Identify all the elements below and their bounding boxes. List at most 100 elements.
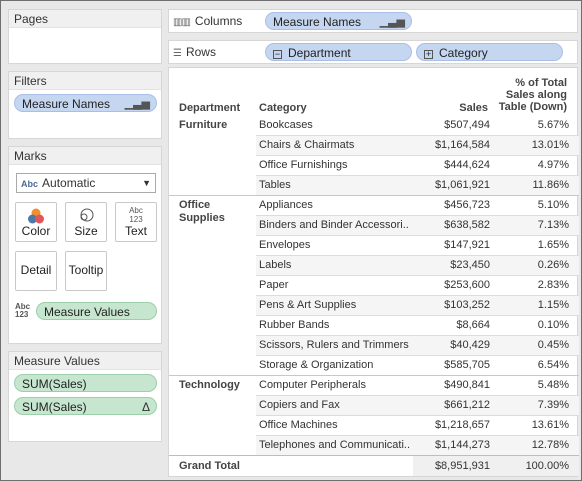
detail-label: Detail [20,263,52,277]
category-cell: Chairs & Chairmats [259,139,355,151]
department-label[interactable]: Office Supplies [179,199,225,225]
sales-cell: $1,218,657 [434,419,490,431]
rows-shelf-label: ☰ Rows [173,41,216,65]
pct-total-cell: 7.13% [537,219,569,231]
measure-value-label-1: SUM(Sales) [22,377,87,391]
row-divider [256,275,579,276]
row-divider [256,175,579,176]
header-category[interactable]: Category [259,102,307,114]
row-band [256,135,579,155]
row-divider [256,255,579,256]
sales-cell: $1,164,584 [434,139,490,151]
measure-value-pill-1[interactable]: SUM(Sales) [14,374,157,392]
pct-total-cell: 0.26% [537,259,569,271]
text-button[interactable]: Abc 123 Text [115,202,157,242]
row-divider [256,235,579,236]
header-pct-line2: Sales along [505,89,567,101]
header-sales[interactable]: Sales [459,102,488,114]
sales-cell: $103,252 [444,299,490,311]
mark-type-select[interactable]: Abc Automatic ▼ [16,173,156,193]
filter-icon: ▁▃▅ [124,98,150,110]
table-row[interactable]: Scissors, Rulers and Trimmers $40,429 0.45… [169,335,579,355]
category-cell: Paper [259,279,289,291]
tooltip-button[interactable]: Tooltip [65,251,107,291]
grand-total-row: Grand Total $8,951,931 100.00% [169,456,579,476]
table-row[interactable]: Office Machines $1,218,657 13.61% [169,415,579,435]
table-row[interactable]: Paper $253,600 2.83% [169,275,579,295]
table-row[interactable]: Appliances $456,723 5.10% [169,195,579,215]
rows-department-pill[interactable]: − Department [265,43,412,61]
text-icon-line1: Abc [129,206,143,215]
filters-card: Filters Measure Names ▁▃▅ [8,71,162,139]
sort-icon: ▁▃▅ [379,16,405,28]
header-department[interactable]: Department [179,102,241,114]
pct-total-cell: 13.61% [531,419,569,431]
category-cell: Telephones and Communicati.. [259,439,411,451]
crosstab-view: Department Category Sales % of Total Sal… [168,67,579,477]
row-divider [256,335,579,336]
row-band [256,295,579,315]
chevron-down-icon: ▼ [142,178,151,188]
columns-measure-names-pill[interactable]: Measure Names ▁▃▅ [265,12,412,30]
grid-icon: ▥▥ [173,17,191,28]
table-row[interactable]: Copiers and Fax $661,212 7.39% [169,395,579,415]
detail-button[interactable]: Detail [15,251,57,291]
table-row[interactable]: Binders and Binder Accessori.. $638,582 7.… [169,215,579,235]
sales-cell: $585,705 [444,359,490,371]
marks-title: Marks [9,147,161,165]
department-label-line1: Technology [179,379,240,391]
department-label[interactable]: Furniture [179,119,227,132]
size-button[interactable]: Size [65,202,107,242]
table-row[interactable]: Chairs & Chairmats $1,164,584 13.01% [169,135,579,155]
rows-grid-icon: ☰ [173,48,182,59]
table-row[interactable]: Pens & Art Supplies $103,252 1.15% [169,295,579,315]
filter-measure-names-pill[interactable]: Measure Names ▁▃▅ [14,94,157,112]
row-divider [256,155,579,156]
measure-values-card: Measure Values SUM(Sales) SUM(Sales) Δ [8,351,162,442]
measure-value-pill-2[interactable]: SUM(Sales) Δ [14,397,157,415]
department-label[interactable]: Technology [179,379,240,392]
pct-total-cell: 2.83% [537,279,569,291]
sales-cell: $1,144,273 [434,439,490,451]
tooltip-label: Tooltip [68,263,104,277]
abc123-icon: Abc 123 [15,303,30,319]
color-button[interactable]: Color [15,202,57,242]
header-pct-total[interactable]: % of Total Sales along Table (Down) [499,77,567,113]
text-icon-line2: 123 [129,215,143,224]
category-cell: Copiers and Fax [259,399,340,411]
sales-cell: $638,582 [444,219,490,231]
department-label-line1: Office [179,199,211,211]
columns-shelf[interactable]: ▥▥ Columns Measure Names ▁▃▅ [168,9,578,33]
table-row[interactable]: Envelopes $147,921 1.65% [169,235,579,255]
table-row[interactable]: Labels $23,450 0.26% [169,255,579,275]
department-label-line1: Furniture [179,119,228,131]
table-row[interactable]: Telephones and Communicati.. $1,144,273 12… [169,435,579,455]
collapse-icon[interactable]: − [273,49,282,59]
department-divider [169,375,579,376]
grand-total-divider [169,455,579,456]
table-row[interactable]: Storage & Organization $585,705 6.54% [169,355,579,375]
table-row[interactable]: Office Furnishings $444,624 4.97% [169,155,579,175]
sales-cell: $490,841 [444,379,490,391]
row-divider [256,395,579,396]
expand-icon[interactable]: + [424,49,433,59]
sales-cell: $8,664 [456,319,490,331]
table-row[interactable]: Tables $1,061,921 11.86% [169,175,579,195]
row-divider [256,295,579,296]
rows-category-pill[interactable]: + Category [416,43,563,61]
category-cell: Computer Peripherals [259,379,366,391]
category-cell: Scissors, Rulers and Trimmers [259,339,409,351]
row-divider [256,415,579,416]
row-divider [256,135,579,136]
measure-value-label-2: SUM(Sales) [22,400,87,414]
pages-title: Pages [9,10,161,28]
table-row[interactable]: Computer Peripherals $490,841 5.48% [169,375,579,395]
sales-cell: $456,723 [444,199,490,211]
row-band [256,215,579,235]
table-row[interactable]: Rubber Bands $8,664 0.10% [169,315,579,335]
table-row[interactable]: Bookcases $507,494 5.67% [169,115,579,135]
rows-shelf[interactable]: ☰ Rows − Department + Category [168,40,578,64]
measure-values-pill[interactable]: Measure Values [36,302,157,320]
category-cell: Labels [259,259,292,271]
